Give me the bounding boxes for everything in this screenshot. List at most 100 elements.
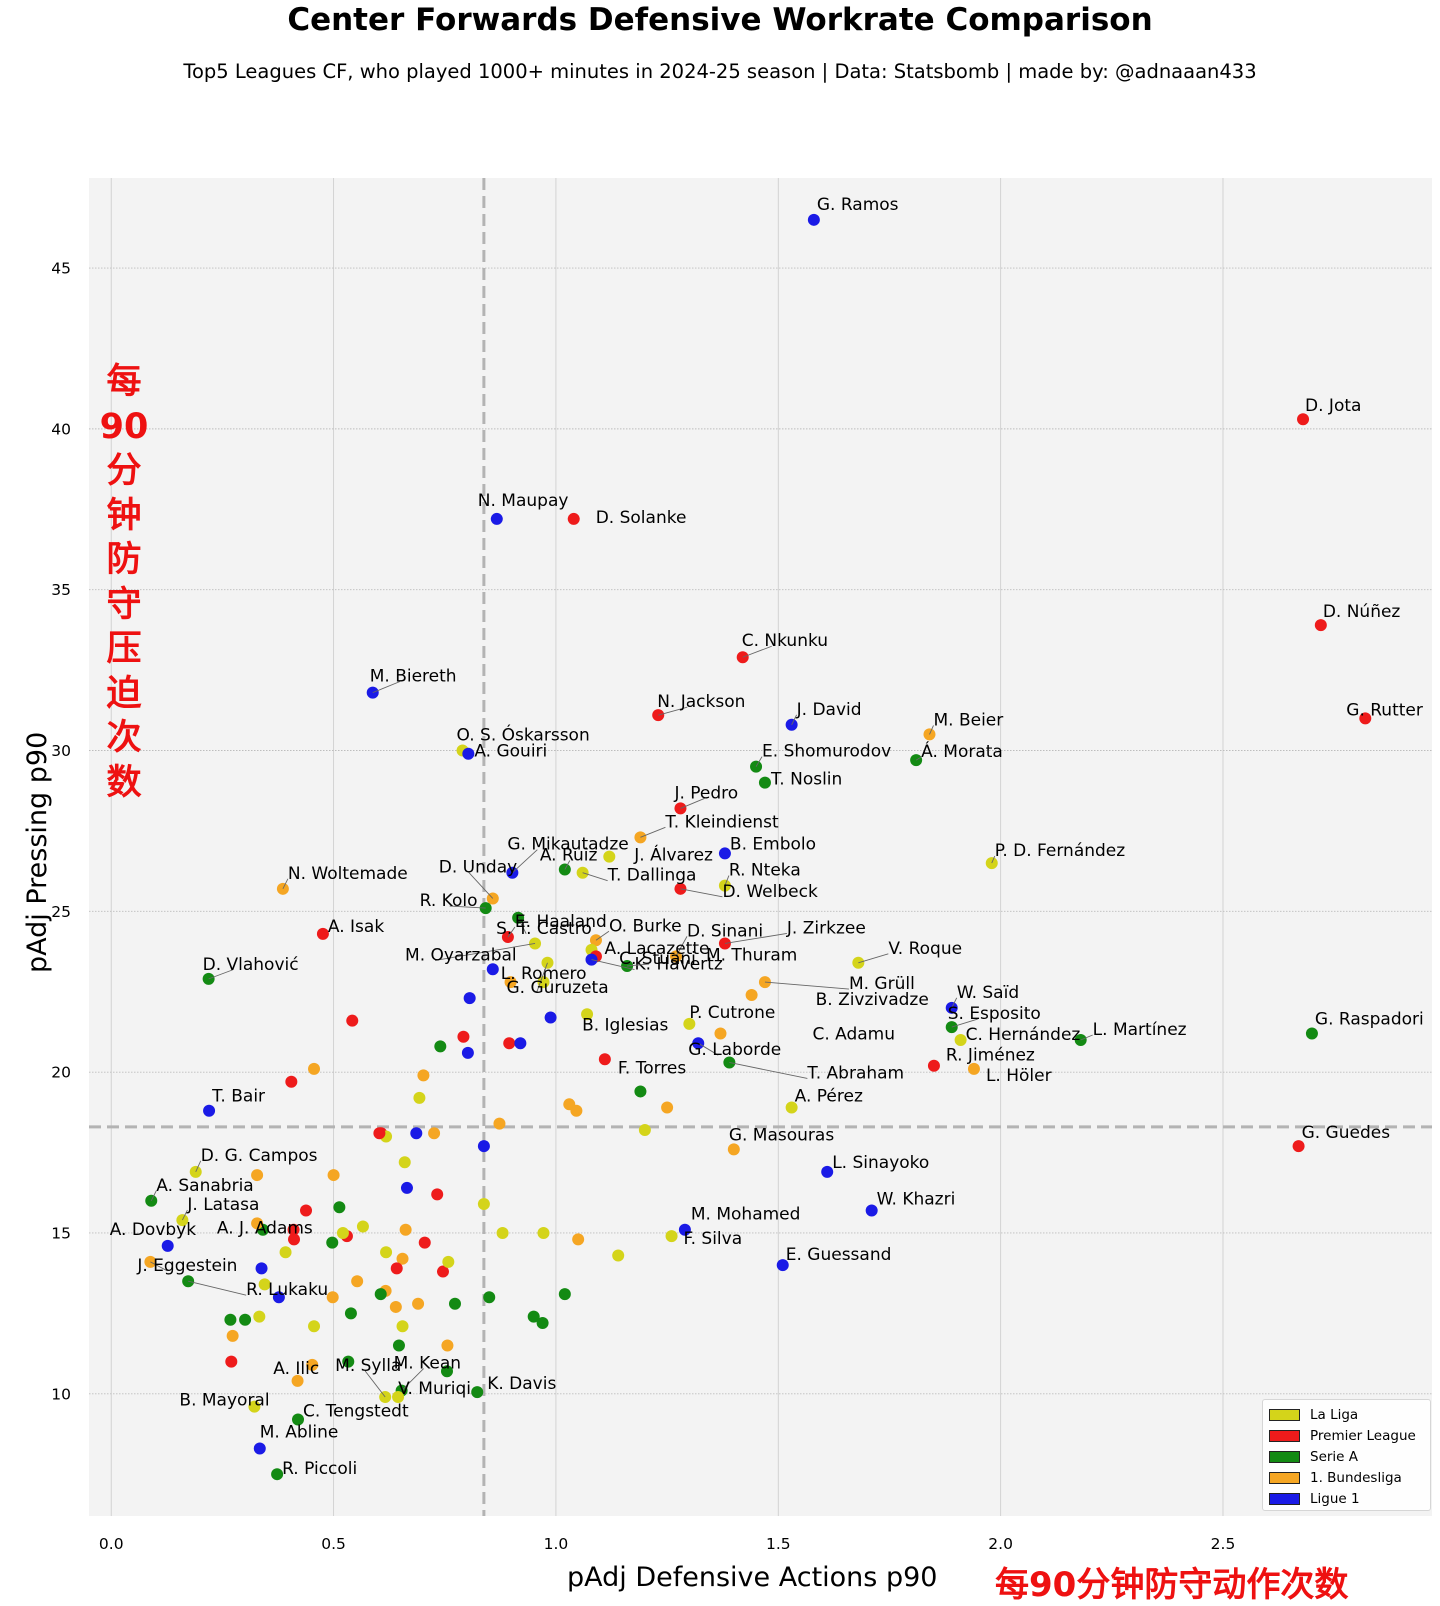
legend-label: 1. Bundesliga: [1310, 1469, 1402, 1486]
label-leader-line: [724, 875, 730, 886]
point-label: S. T. Castro: [496, 919, 592, 939]
data-point: [665, 1230, 678, 1243]
data-point: [308, 1062, 321, 1075]
data-point: [392, 1390, 405, 1403]
legend-label: Serie A: [1310, 1448, 1359, 1465]
point-label: P. D. Fernández: [995, 841, 1126, 861]
label-leader-line: [915, 756, 922, 761]
data-point: [448, 1297, 461, 1310]
label-leader-line: [282, 878, 289, 890]
data-point: [683, 1017, 696, 1030]
point-label: T. Bair: [211, 1087, 265, 1107]
label-leader-line: [675, 936, 688, 957]
data-point: [224, 1313, 237, 1326]
point-label: E. Shomurodov: [762, 742, 891, 762]
point-label: T. Abraham: [806, 1063, 904, 1083]
plot-background: [89, 178, 1432, 1516]
data-point: [490, 512, 503, 525]
y-tick-label: 45: [51, 260, 71, 278]
data-point: [612, 1249, 625, 1262]
point-label: N. Woltemade: [288, 864, 408, 884]
data-point: [483, 1291, 496, 1304]
data-point: [400, 1181, 413, 1194]
data-point: [954, 1033, 967, 1046]
data-point: [758, 776, 771, 789]
data-point: [356, 1220, 369, 1233]
data-point: [327, 1169, 340, 1182]
point-label: J. Álvarez: [633, 844, 713, 866]
data-point: [442, 1255, 455, 1268]
point-label: G. Mikautadze: [507, 835, 628, 855]
point-label: R. Lukaku: [246, 1280, 328, 1300]
data-point: [417, 1069, 430, 1082]
label-leader-line: [208, 969, 233, 980]
label-leader-line: [188, 1280, 247, 1296]
point-label: A. Lacazette: [605, 939, 710, 959]
y-axis-label-chinese-char: 次: [106, 718, 142, 758]
label-leader-line: [680, 797, 705, 809]
point-label: M. Thuram: [706, 945, 797, 965]
point-label: J. Zirkzee: [786, 918, 866, 938]
data-point: [253, 1442, 266, 1455]
point-label: M. Sylla: [335, 1356, 401, 1376]
data-point: [306, 1358, 319, 1371]
legend-label: Ligue 1: [1310, 1490, 1360, 1507]
data-point: [292, 1413, 305, 1426]
data-point: [373, 1127, 386, 1140]
y-axis-label-chinese-char: 90: [99, 406, 149, 447]
label-leader-line: [372, 681, 400, 694]
label-leader-line: [195, 1160, 202, 1173]
data-point: [308, 1320, 321, 1333]
point-label: G. Masouras: [729, 1125, 835, 1145]
y-axis-label-chinese-char: 守: [106, 584, 142, 625]
data-point: [253, 1310, 266, 1323]
point-label: M. Mohamed: [691, 1205, 801, 1225]
y-axis-label-chinese-char: 防: [106, 540, 142, 580]
data-point: [279, 1246, 292, 1259]
point-label: B. Mayoral: [179, 1391, 269, 1411]
data-point: [255, 1262, 268, 1275]
label-leader-line: [512, 849, 538, 874]
point-label: A. Sanabria: [156, 1176, 253, 1196]
data-point: [1297, 413, 1310, 426]
point-label: D. G. Campos: [201, 1146, 318, 1166]
data-point: [581, 1008, 594, 1021]
data-point: [440, 1365, 453, 1378]
data-point: [272, 1291, 285, 1304]
point-label: R. Kolo: [420, 891, 478, 911]
y-tick-label: 40: [51, 420, 71, 438]
data-point: [572, 1233, 585, 1246]
data-point: [638, 1124, 651, 1137]
label-leader-line: [582, 872, 608, 882]
data-point: [570, 1104, 583, 1117]
legend-swatch: [1269, 1492, 1300, 1505]
data-point: [203, 1104, 216, 1117]
point-label: D. Núñez: [1323, 602, 1401, 622]
data-point: [428, 1127, 441, 1140]
label-leader-line: [150, 1261, 168, 1272]
label-leader-line: [680, 888, 723, 898]
point-label: L. Höler: [986, 1066, 1052, 1086]
y-tick-label: 25: [51, 903, 71, 921]
label-leader-line: [724, 933, 787, 944]
label-leader-line: [729, 1062, 808, 1079]
chart-title: Center Forwards Defensive Workrate Compa…: [287, 2, 1153, 38]
data-point: [399, 1223, 412, 1236]
point-label: D. Sinani: [687, 921, 763, 941]
data-point: [418, 1236, 431, 1249]
data-point: [486, 963, 499, 976]
data-point: [776, 1259, 789, 1272]
label-leader-line: [791, 714, 798, 725]
point-label: J. Latasa: [186, 1195, 259, 1215]
point-label: O. S. Óskarsson: [457, 724, 590, 746]
x-tick-label: 1.5: [766, 1535, 791, 1553]
point-label: A. Isak: [328, 917, 384, 937]
data-point: [251, 1217, 264, 1230]
label-leader-line: [951, 1018, 978, 1028]
point-label: M. Kean: [394, 1354, 461, 1374]
label-leader-line: [951, 997, 958, 1009]
data-point: [821, 1165, 834, 1178]
data-point: [603, 850, 616, 863]
data-point: [463, 992, 476, 1005]
data-point: [678, 1223, 691, 1236]
